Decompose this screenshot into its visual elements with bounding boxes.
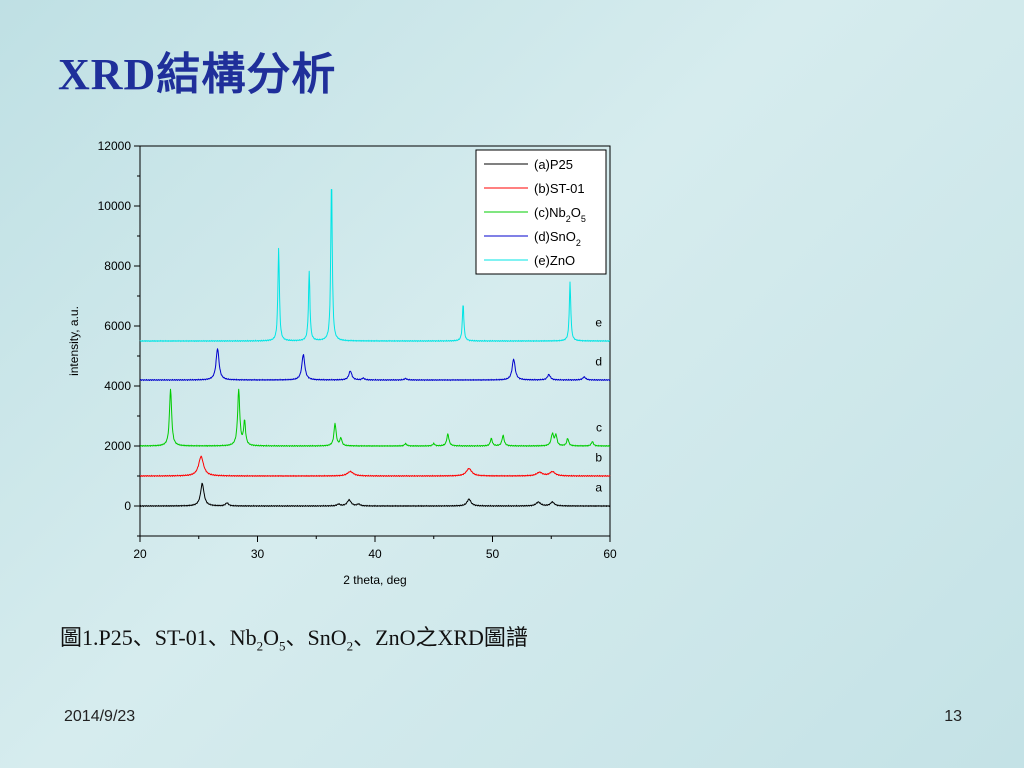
x-tick-label: 40 — [368, 547, 382, 561]
y-tick-label: 12000 — [98, 139, 132, 153]
x-tick-label: 60 — [603, 547, 617, 561]
series-line-b — [139, 455, 611, 478]
series-label-c: c — [596, 421, 602, 435]
y-tick-label: 6000 — [104, 319, 131, 333]
x-axis-label: 2 theta, deg — [343, 573, 406, 587]
slide-title: XRD結構分析 — [58, 50, 337, 99]
x-tick-label: 30 — [251, 547, 265, 561]
y-tick-label: 4000 — [104, 379, 131, 393]
y-tick-label: 2000 — [104, 439, 131, 453]
page-number: 13 — [944, 708, 962, 725]
x-tick-label: 50 — [486, 547, 500, 561]
legend-label-a: (a)P25 — [534, 157, 573, 172]
series-line-c — [140, 388, 611, 447]
series-label-e: e — [595, 316, 602, 330]
legend-label-b: (b)ST-01 — [534, 181, 585, 196]
series-line-d — [139, 348, 611, 382]
figure-caption-text: 圖1.P25、ST-01、Nb2O5、SnO2、ZnO之XRD圖譜 — [60, 625, 528, 654]
y-tick-label: 10000 — [98, 199, 132, 213]
xrd-chart: 0 2000 4000 6000 8000 10000 12000 20 30 40 50 60 2 t… — [67, 139, 617, 587]
figure-caption: 圖1.P25、ST-01、Nb2O5、SnO2、ZnO之XRD圖譜 — [60, 620, 528, 654]
footer-date: 2014/9/23 — [64, 708, 136, 725]
y-tick-label: 8000 — [104, 259, 131, 273]
legend-label-e: (e)ZnO — [534, 253, 575, 268]
y-tick-label: 0 — [124, 499, 131, 513]
series-label-b: b — [595, 451, 602, 465]
series-line-e — [139, 189, 611, 343]
legend-label-c: (c)Nb2O5 — [534, 205, 586, 224]
x-tick-label: 20 — [133, 547, 147, 561]
series-label-d: d — [595, 355, 602, 369]
series-label-a: a — [595, 481, 602, 495]
xrd-chart-container: 0 2000 4000 6000 8000 10000 12000 20 30 40 50 60 2 t… — [56, 132, 636, 600]
legend-label-d: (d)SnO2 — [534, 229, 581, 248]
series-line-a — [139, 482, 611, 508]
y-axis-label: intensity, a.u. — [67, 306, 81, 376]
